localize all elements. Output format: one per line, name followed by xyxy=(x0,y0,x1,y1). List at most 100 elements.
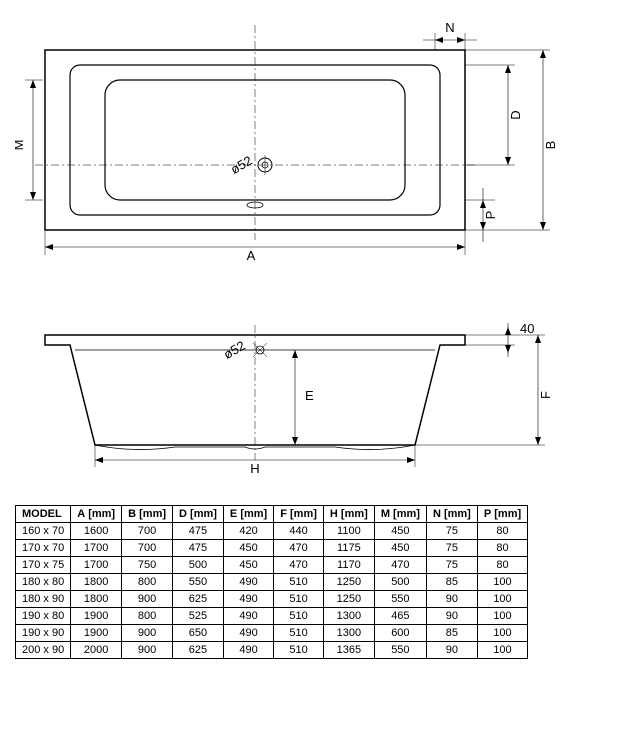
table-cell: 80 xyxy=(477,557,527,574)
table-cell: 1365 xyxy=(323,642,374,659)
table-cell: 190 x 80 xyxy=(16,608,71,625)
table-cell: 510 xyxy=(274,574,324,591)
table-cell: 475 xyxy=(173,540,224,557)
table-cell: 90 xyxy=(426,642,477,659)
table-header-cell: D [mm] xyxy=(173,506,224,523)
table-cell: 100 xyxy=(477,625,527,642)
table-cell: 900 xyxy=(122,591,173,608)
table-cell: 625 xyxy=(173,642,224,659)
overflow-label: ø52 xyxy=(221,338,248,362)
table-header-cell: P [mm] xyxy=(477,506,527,523)
dim-b: B xyxy=(543,141,558,150)
table-cell: 490 xyxy=(223,608,273,625)
table-cell: 800 xyxy=(122,608,173,625)
table-row: 190 x 901900900650490510130060085100 xyxy=(16,625,528,642)
table-header-cell: A [mm] xyxy=(71,506,122,523)
table-cell: 1800 xyxy=(71,591,122,608)
dim-a: A xyxy=(247,248,256,263)
table-cell: 85 xyxy=(426,574,477,591)
table-cell: 1170 xyxy=(323,557,374,574)
table-cell: 475 xyxy=(173,523,224,540)
table-cell: 440 xyxy=(274,523,324,540)
table-header-cell: E [mm] xyxy=(223,506,273,523)
table-cell: 1800 xyxy=(71,574,122,591)
table-cell: 525 xyxy=(173,608,224,625)
table-cell: 510 xyxy=(274,591,324,608)
table-cell: 180 x 90 xyxy=(16,591,71,608)
table-cell: 900 xyxy=(122,625,173,642)
table-cell: 100 xyxy=(477,608,527,625)
table-cell: 90 xyxy=(426,591,477,608)
table-cell: 1250 xyxy=(323,574,374,591)
dim-d: D xyxy=(508,110,523,119)
table-cell: 100 xyxy=(477,642,527,659)
table-cell: 190 x 90 xyxy=(16,625,71,642)
table-header-cell: M [mm] xyxy=(374,506,426,523)
dim-h: H xyxy=(250,461,259,475)
table-cell: 450 xyxy=(374,523,426,540)
table-cell: 1175 xyxy=(323,540,374,557)
table-cell: 550 xyxy=(374,642,426,659)
table-row: 200 x 902000900625490510136555090100 xyxy=(16,642,528,659)
table-cell: 75 xyxy=(426,540,477,557)
dim-n: N xyxy=(445,20,454,35)
table-cell: 1300 xyxy=(323,625,374,642)
table-cell: 450 xyxy=(374,540,426,557)
table-cell: 80 xyxy=(477,540,527,557)
table-cell: 1700 xyxy=(71,540,122,557)
dim-m: M xyxy=(15,140,26,151)
table-cell: 1250 xyxy=(323,591,374,608)
table-row: 160 x 70160070047542044011004507580 xyxy=(16,523,528,540)
table-cell: 800 xyxy=(122,574,173,591)
table-cell: 510 xyxy=(274,625,324,642)
table-cell: 470 xyxy=(374,557,426,574)
table-cell: 1900 xyxy=(71,608,122,625)
table-cell: 75 xyxy=(426,523,477,540)
table-row: 180 x 901800900625490510125055090100 xyxy=(16,591,528,608)
table-cell: 550 xyxy=(374,591,426,608)
table-cell: 2000 xyxy=(71,642,122,659)
table-row: 190 x 801900800525490510130046590100 xyxy=(16,608,528,625)
dim-e: E xyxy=(305,388,314,403)
table-cell: 450 xyxy=(223,557,273,574)
table-cell: 490 xyxy=(223,625,273,642)
top-view-diagram: ø52 A M N xyxy=(15,15,613,265)
drain-label: ø52 xyxy=(228,153,255,177)
side-view-diagram: ø52 40 E F xyxy=(15,295,613,475)
table-cell: 200 x 90 xyxy=(16,642,71,659)
table-cell: 510 xyxy=(274,608,324,625)
table-cell: 85 xyxy=(426,625,477,642)
table-cell: 180 x 80 xyxy=(16,574,71,591)
table-cell: 650 xyxy=(173,625,224,642)
table-header-cell: N [mm] xyxy=(426,506,477,523)
table-cell: 75 xyxy=(426,557,477,574)
table-cell: 1700 xyxy=(71,557,122,574)
table-cell: 170 x 70 xyxy=(16,540,71,557)
table-cell: 465 xyxy=(374,608,426,625)
table-cell: 550 xyxy=(173,574,224,591)
table-cell: 600 xyxy=(374,625,426,642)
table-cell: 450 xyxy=(223,540,273,557)
table-header-cell: H [mm] xyxy=(323,506,374,523)
table-cell: 490 xyxy=(223,591,273,608)
table-cell: 500 xyxy=(374,574,426,591)
dim-f: F xyxy=(538,391,553,399)
table-cell: 500 xyxy=(173,557,224,574)
dim-rim: 40 xyxy=(520,321,534,336)
table-cell: 100 xyxy=(477,574,527,591)
table-cell: 625 xyxy=(173,591,224,608)
table-cell: 750 xyxy=(122,557,173,574)
table-cell: 160 x 70 xyxy=(16,523,71,540)
table-cell: 1900 xyxy=(71,625,122,642)
table-row: 170 x 70170070047545047011754507580 xyxy=(16,540,528,557)
dimensions-table: MODELA [mm]B [mm]D [mm]E [mm]F [mm]H [mm… xyxy=(15,505,528,659)
table-cell: 80 xyxy=(477,523,527,540)
table-cell: 490 xyxy=(223,574,273,591)
table-cell: 490 xyxy=(223,642,273,659)
table-cell: 470 xyxy=(274,557,324,574)
table-cell: 420 xyxy=(223,523,273,540)
dim-p: P xyxy=(483,211,498,220)
table-cell: 470 xyxy=(274,540,324,557)
table-cell: 900 xyxy=(122,642,173,659)
table-cell: 100 xyxy=(477,591,527,608)
